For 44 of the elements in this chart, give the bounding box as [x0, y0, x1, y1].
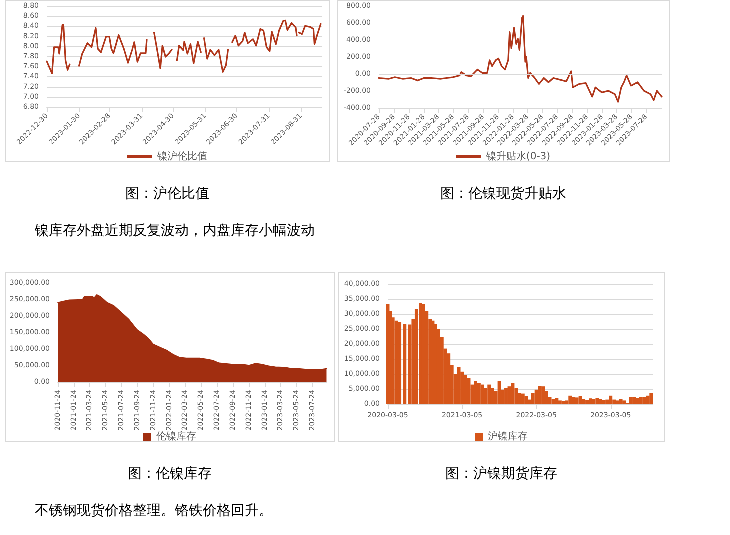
text: 镍库存外盘近期反复波动，内盘库存小幅波动	[35, 222, 315, 240]
bar	[642, 397, 646, 404]
text: 图：沪伦比值	[126, 186, 210, 202]
bar	[575, 398, 579, 404]
bar	[542, 386, 546, 404]
bar	[555, 398, 559, 404]
bar	[477, 383, 481, 404]
bar	[636, 398, 640, 404]
bar	[582, 399, 586, 404]
bar	[490, 388, 494, 404]
bar	[598, 399, 602, 404]
bar	[484, 388, 488, 404]
bar	[592, 399, 596, 404]
bar	[498, 382, 502, 404]
legend-label: 沪镍库存	[488, 430, 528, 442]
bar	[622, 400, 626, 404]
bar	[558, 400, 562, 404]
text: 不锈钢现货价格整理。铬铁价格回升。	[35, 502, 273, 520]
bar	[568, 396, 572, 404]
legend-label: 镍沪伦比值	[156, 150, 208, 162]
line-series	[378, 15, 663, 103]
bar	[488, 384, 492, 404]
bar	[606, 400, 610, 404]
bar	[609, 396, 613, 404]
bar	[632, 397, 636, 404]
legend-label: 伦镍库存	[156, 430, 196, 442]
bar	[572, 397, 576, 404]
bar	[422, 304, 426, 404]
bar	[531, 393, 535, 404]
bar	[612, 400, 616, 404]
bar	[586, 400, 589, 404]
text: 图：伦镍库存	[128, 466, 212, 482]
bar	[596, 398, 600, 404]
bar	[619, 399, 623, 404]
bar	[552, 399, 556, 404]
bar	[511, 383, 515, 404]
bar	[578, 396, 582, 404]
bar	[650, 393, 654, 404]
bar	[524, 396, 528, 404]
bar	[616, 400, 620, 404]
text: 图：沪镍期货库存	[446, 466, 558, 482]
text: 图：伦镍现货升贴水	[440, 186, 566, 202]
bar	[534, 390, 538, 404]
legend-label: 镍升贴水(0-3)	[485, 150, 551, 162]
